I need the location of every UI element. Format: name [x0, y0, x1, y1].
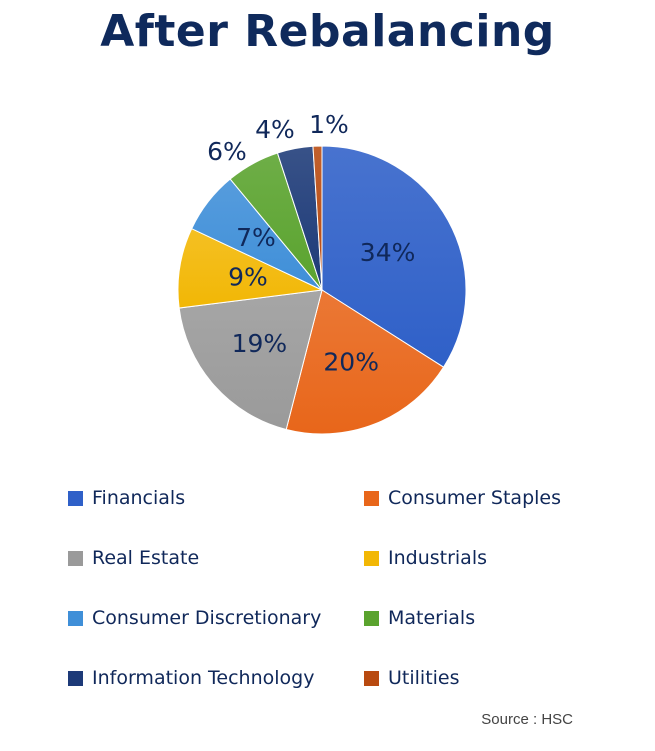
pie-slice-consumer-staples: [285, 289, 445, 435]
pie-labels: 34% 20% 19% 9% 7% 6% 4% 1%: [207, 110, 415, 377]
pie-slice-real-estate: [178, 289, 323, 431]
pie-slices: [177, 145, 467, 435]
slice-label-utilities: 1%: [309, 110, 349, 139]
chart-title: After Rebalancing: [100, 6, 555, 57]
slice-label-real-estate: 19%: [232, 329, 288, 358]
pie-slice-industrials: [177, 228, 324, 309]
slice-label-financials: 34%: [360, 238, 416, 267]
slice-label-consumer-discretionary: 7%: [236, 223, 276, 252]
slice-label-consumer-staples: 20%: [323, 348, 379, 377]
pie-slice-financials: [321, 145, 467, 368]
slice-label-materials: 6%: [207, 137, 247, 166]
slice-label-industrials: 9%: [228, 262, 268, 291]
source-note: Source : HSC: [481, 711, 573, 728]
pie-slice-utilities: [312, 145, 323, 291]
slice-label-information-technology: 4%: [255, 115, 295, 144]
